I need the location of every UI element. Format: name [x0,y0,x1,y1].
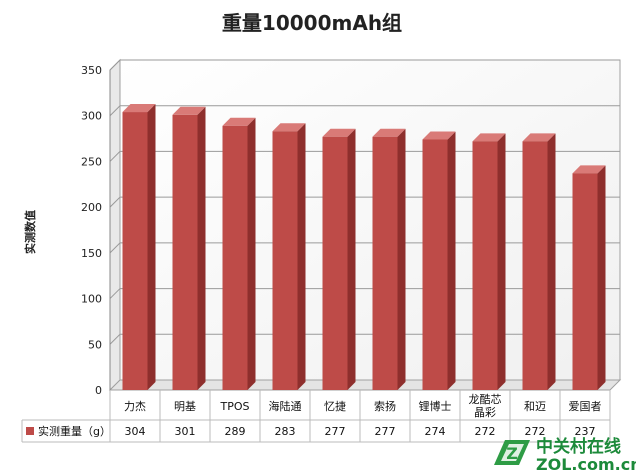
bar-front [272,131,298,390]
bar [172,106,206,391]
y-tick-label: 350 [81,64,102,77]
x-category-label: TPOS [220,400,250,413]
x-category-label: 锂博士 [419,399,452,413]
bars [122,104,606,391]
bar-top [472,133,506,142]
bar-front [372,136,398,390]
bar-top [172,106,206,115]
bar [322,128,356,390]
legend-label: 实测重量（g） [38,424,111,438]
table-value-cell: 237 [575,425,596,438]
bar [472,133,506,391]
table-value-cell: 304 [125,425,146,438]
x-category-label: 海陆通 [269,399,302,413]
bar [222,117,256,391]
x-category-label: 忆捷 [324,399,346,413]
bar-front [172,114,198,391]
x-category-label: 力杰 [124,400,146,413]
y-tick-label: 250 [81,155,102,168]
y-axis-ticks: 0 50 100 150 200 250 300 350 [81,64,102,397]
bar-front [122,112,148,391]
y-axis-label: 实测数值 [23,210,37,254]
y-tick-label: 200 [81,201,102,214]
x-category-label: 和迈 [524,400,546,413]
bar-top [572,165,606,174]
x-category-label: 索扬 [374,399,396,413]
bar [572,165,606,390]
bar-side [397,128,406,390]
bar-front [222,125,248,391]
y-tick-label: 50 [88,338,102,351]
bar-top [522,133,556,142]
bar-side [197,106,206,391]
bar [272,123,306,390]
table-value-cell: 277 [325,425,346,438]
x-category-label: 爱国者 [569,400,602,413]
legend-swatch [26,427,34,435]
table-value-cell: 274 [425,425,446,438]
bar [372,128,406,390]
bar-top [422,131,456,140]
table-value-cell: 301 [175,425,196,438]
bar [522,133,556,391]
bar-top [122,104,156,113]
table-value-cell: 272 [475,425,496,438]
y-tick-label: 300 [81,110,102,123]
bar-front [572,173,598,390]
bar-side [497,133,506,391]
x-category-label: 明基 [174,400,196,413]
chart-title: 重量10000mAh组 [222,11,402,35]
gridline [109,59,620,71]
x-category-label: 晶彩 [474,406,496,419]
bar-top [222,117,256,126]
bar-side [147,104,156,391]
bar-side [447,131,456,390]
bar-side [247,117,256,391]
y-tick-label: 150 [81,247,102,260]
bar-side [347,128,356,390]
table-value-cell: 277 [375,425,396,438]
bar-side [297,123,306,390]
bar-side [547,133,556,391]
bar-front [472,141,498,390]
watermark-cn-text: 中关村在线 [536,436,621,457]
bar-top [372,128,406,137]
y-tick-label: 100 [81,293,102,306]
zol-logo-letter: Z [506,444,518,463]
table-value-cell: 272 [525,425,546,438]
data-table: 实测重量（g） 力杰 304 明基 301 TPOS 289 海陆通 283 忆捷 277 索扬 277… [21,390,611,443]
bar [422,131,456,390]
y-tick-label: 0 [95,384,102,397]
gridline [109,105,620,117]
table-value-cell: 283 [275,425,296,438]
zol-watermark: Z 中关村在线 ZOL.com.cn [494,436,636,474]
bar-side [597,165,606,390]
zol-logo-icon: Z [494,440,530,465]
table-value-cell: 289 [225,425,246,438]
x-category-label: 龙酷芯 [469,392,502,406]
bar-front [522,141,548,390]
bar [122,104,156,391]
bar-front [422,139,448,390]
side-wall-panel [109,58,121,392]
bar-front [322,136,348,390]
bar-top [322,128,356,137]
bar-top [272,123,306,132]
watermark-url-text: ZOL.com.cn [536,455,636,474]
